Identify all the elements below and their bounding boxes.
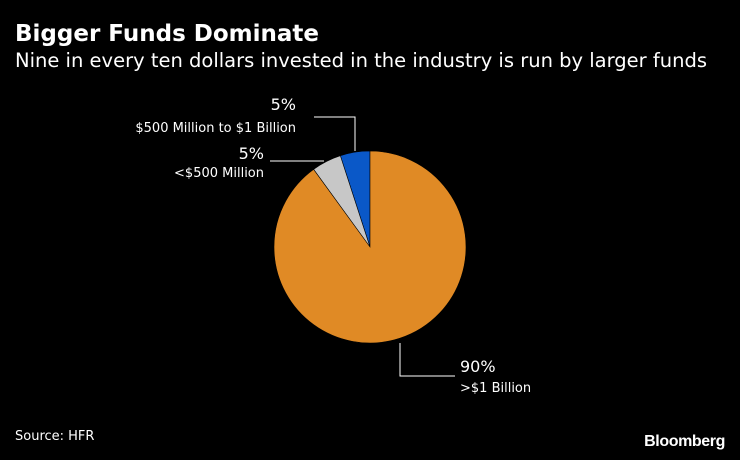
slice-label-large: >$1 Billion <box>460 381 531 396</box>
slice-label-small: <$500 Million <box>174 166 264 181</box>
leader-line-large <box>399 343 455 377</box>
source-note: Source: HFR <box>15 429 95 444</box>
slice-label-mid: $500 Million to $1 Billion <box>135 121 296 136</box>
slice-value-mid: 5% <box>271 95 296 114</box>
bloomberg-logo: Bloomberg <box>644 433 725 450</box>
chart-title: Bigger Funds Dominate <box>15 21 319 47</box>
leader-line-mid <box>314 116 356 151</box>
chart-subtitle: Nine in every ten dollars invested in th… <box>15 49 708 72</box>
slice-value-small: 5% <box>239 144 264 163</box>
slice-value-large: 90% <box>460 357 496 376</box>
pie-slice-large <box>273 150 467 344</box>
